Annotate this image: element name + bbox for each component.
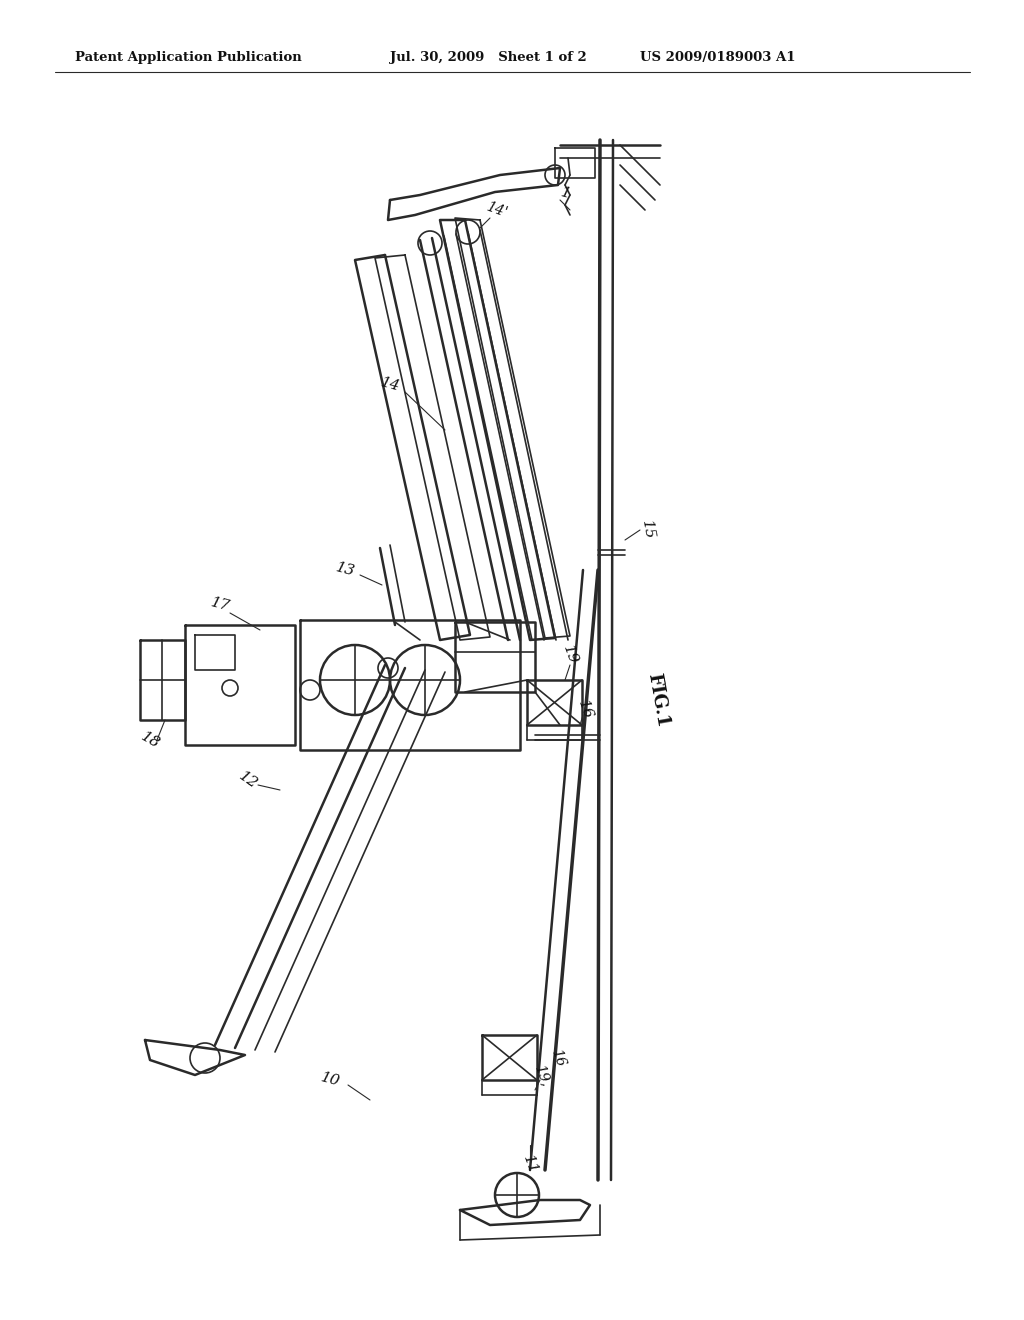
Text: 19: 19 xyxy=(560,643,580,667)
Text: 17: 17 xyxy=(209,595,231,614)
Text: 11: 11 xyxy=(520,1154,540,1176)
Text: FIG.1: FIG.1 xyxy=(644,672,672,729)
Text: 10: 10 xyxy=(318,1071,341,1089)
Text: 16: 16 xyxy=(575,698,595,722)
Text: 14': 14' xyxy=(484,199,510,220)
Text: 19,: 19, xyxy=(531,1063,552,1088)
Text: Jul. 30, 2009   Sheet 1 of 2: Jul. 30, 2009 Sheet 1 of 2 xyxy=(390,50,587,63)
Text: 13: 13 xyxy=(334,561,356,579)
Text: Patent Application Publication: Patent Application Publication xyxy=(75,50,302,63)
Text: 12: 12 xyxy=(236,768,260,791)
Text: 16: 16 xyxy=(549,1047,567,1069)
Text: 15: 15 xyxy=(639,519,656,541)
Text: US 2009/0189003 A1: US 2009/0189003 A1 xyxy=(640,50,796,63)
Text: 18: 18 xyxy=(138,729,162,751)
Text: 14: 14 xyxy=(379,376,401,395)
Text: 1: 1 xyxy=(559,185,572,201)
